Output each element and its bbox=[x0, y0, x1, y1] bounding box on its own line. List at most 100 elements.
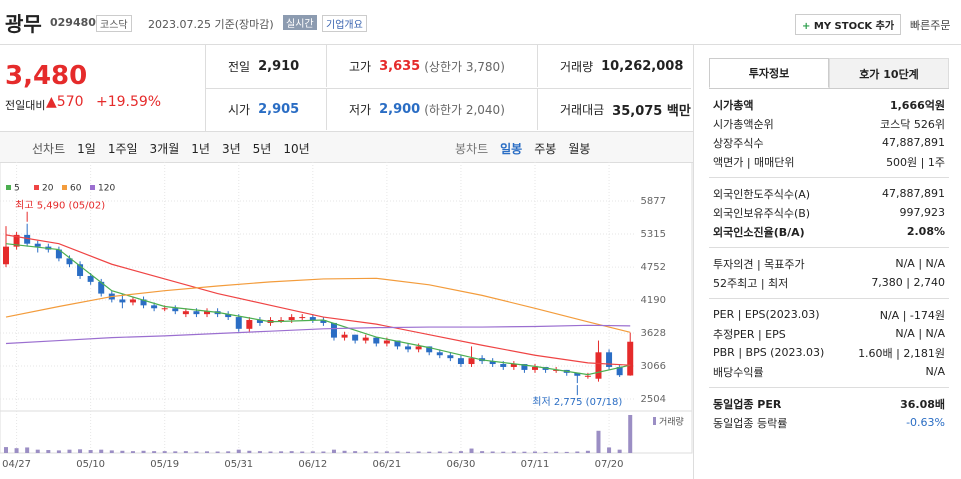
volume-bar bbox=[554, 451, 559, 453]
info-value: -0.63% bbox=[906, 416, 945, 429]
quote-value: 2,900 bbox=[379, 102, 421, 117]
period[interactable]: 3개월 bbox=[149, 142, 180, 156]
tab[interactable]: 호가 10단계 bbox=[829, 58, 949, 88]
info-panel: 투자정보 호가 10단계 시가총액 1,666억원 시가총액순위 코스닥 526위 상장주식… bbox=[709, 58, 949, 438]
volume-bar bbox=[14, 448, 19, 453]
market: 코스닥 bbox=[96, 15, 132, 32]
candle-body bbox=[362, 337, 369, 341]
info-value: 500원 | 1주 bbox=[886, 155, 945, 169]
candle-body bbox=[225, 314, 232, 318]
quote-value: 3,635 bbox=[379, 58, 421, 74]
x-tick-label: 06/12 bbox=[298, 459, 327, 470]
info-row: 외국인소진율(B/A) 2.08% bbox=[713, 222, 945, 241]
divider bbox=[693, 45, 694, 479]
volume-bar bbox=[448, 451, 453, 453]
period[interactable]: 5년 bbox=[252, 142, 272, 156]
info-label: 외국인소진율(B/A) bbox=[713, 225, 805, 239]
rate: +19.59% bbox=[96, 94, 162, 110]
info-label: 52주최고 | 최저 bbox=[713, 276, 789, 290]
legend-swatch bbox=[6, 185, 11, 190]
x-tick-label: 07/11 bbox=[521, 459, 550, 470]
info-value: 7,380 | 2,740 bbox=[871, 276, 945, 289]
period[interactable]: 3년 bbox=[221, 142, 241, 156]
candle-period[interactable]: 일봉 bbox=[500, 142, 523, 156]
info-row: 외국인보유주식수(B) 997,923 bbox=[713, 203, 945, 222]
candle-period[interactable]: 주봉 bbox=[534, 142, 557, 156]
quote-note: (상한가 3,780) bbox=[424, 59, 505, 74]
volume-bar bbox=[35, 449, 40, 453]
legend-swatch bbox=[62, 185, 67, 190]
volume-label: 거래량 bbox=[659, 416, 684, 428]
volume-bar bbox=[406, 451, 411, 453]
candle-body bbox=[510, 364, 517, 367]
info-label: 상장주식수 bbox=[713, 136, 764, 150]
info-label: PER | EPS(2023.03) bbox=[713, 308, 820, 321]
candle-body bbox=[98, 281, 105, 294]
info-label: 액면가 | 매매단위 bbox=[713, 155, 795, 169]
info-row: 시가총액 1,666억원 bbox=[713, 95, 945, 114]
period[interactable]: 10년 bbox=[283, 142, 310, 156]
x-tick-label: 06/21 bbox=[372, 459, 401, 470]
divider bbox=[0, 44, 961, 45]
info-label: 동일업종 등락률 bbox=[713, 416, 788, 430]
quick-order[interactable]: 빠른주문 bbox=[910, 19, 951, 32]
quote-cell: 거래량 10,262,008 bbox=[537, 45, 691, 87]
info-label: 외국인보유주식수(B) bbox=[713, 206, 811, 220]
legend-swatch bbox=[34, 185, 39, 190]
volume-bar bbox=[469, 448, 474, 453]
info-row: 상장주식수 47,887,891 bbox=[713, 133, 945, 152]
volume-bar bbox=[490, 451, 495, 453]
candle-body bbox=[87, 275, 94, 282]
y-tick-label: 5877 bbox=[641, 196, 666, 207]
candle-body bbox=[172, 308, 179, 312]
candle-body bbox=[595, 352, 602, 379]
volume-bar bbox=[46, 450, 51, 453]
line-chart[interactable]: 선차트 bbox=[32, 142, 66, 156]
period[interactable]: 1일 bbox=[77, 142, 96, 156]
candle-body bbox=[235, 317, 242, 329]
candle-body bbox=[606, 352, 613, 367]
candle-body bbox=[616, 366, 623, 376]
y-tick-label: 4190 bbox=[641, 295, 666, 306]
volume-bar bbox=[416, 451, 421, 453]
info-row: 52주최고 | 최저 7,380 | 2,740 bbox=[713, 273, 945, 292]
volume-bar bbox=[395, 451, 400, 453]
info-value: 36.08배 bbox=[900, 397, 945, 411]
x-tick-label: 05/10 bbox=[76, 459, 105, 470]
candle-period[interactable]: 월봉 bbox=[568, 142, 591, 156]
period[interactable]: 1년 bbox=[191, 142, 210, 156]
legend-swatch bbox=[90, 185, 95, 190]
volume-bar bbox=[215, 451, 220, 453]
candle-body bbox=[627, 341, 634, 376]
price-block: 3,480 전일대비 ▲570 +19.59% bbox=[0, 45, 206, 131]
y-tick-label: 2504 bbox=[641, 394, 666, 405]
realtime[interactable]: 실시간 bbox=[283, 15, 317, 30]
chart: 2504 3066 3628 4190 4752 5315 5877 04/27 05/10 05… bbox=[0, 162, 693, 470]
mystock-button[interactable]: + MY STOCK 추가 bbox=[795, 14, 902, 35]
period[interactable]: 1주일 bbox=[107, 142, 138, 156]
info-value: 997,923 bbox=[899, 206, 946, 219]
tab[interactable]: 투자정보 bbox=[709, 58, 829, 88]
info-label: 동일업종 PER bbox=[713, 397, 782, 411]
volume-bar bbox=[543, 451, 548, 453]
volume-bar bbox=[575, 451, 580, 453]
volume-bar bbox=[437, 451, 442, 453]
quote-cell: 전일 2,910 bbox=[206, 45, 326, 87]
candle-body bbox=[140, 299, 147, 306]
legend-label: 20 bbox=[42, 184, 54, 194]
volume-bar bbox=[353, 451, 358, 453]
candle-chart[interactable]: 봉차트 bbox=[455, 142, 489, 156]
candle-body bbox=[288, 317, 295, 321]
candle-body bbox=[521, 364, 528, 370]
info-label: 시가총액 bbox=[713, 98, 754, 112]
x-tick-label: 06/30 bbox=[447, 459, 476, 470]
quote-value: 35,075 백만 bbox=[612, 104, 691, 119]
ma-line bbox=[5, 243, 631, 376]
volume-bar bbox=[321, 451, 326, 453]
overview[interactable]: 기업개요 bbox=[322, 15, 367, 32]
candle-body bbox=[394, 340, 401, 347]
volume-bar bbox=[194, 451, 199, 453]
volume-bar bbox=[78, 449, 83, 453]
plus-icon: + bbox=[802, 21, 814, 32]
